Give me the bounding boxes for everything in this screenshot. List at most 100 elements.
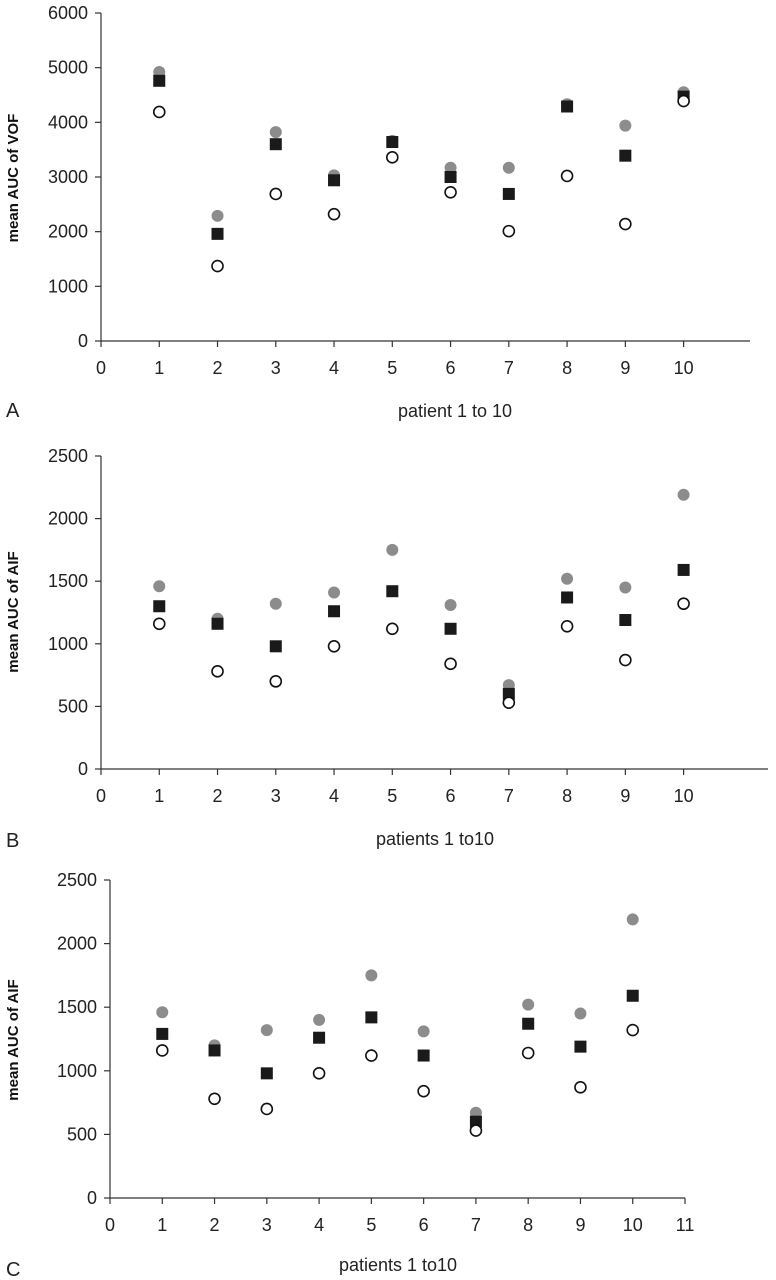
data-point-gray-circle (365, 969, 378, 982)
panel-b-y-tick-label: 2500 (48, 446, 88, 466)
panel-a-y-tick-label: 1000 (48, 276, 88, 296)
panel-c-x-tick-label: 6 (419, 1215, 429, 1235)
panel-a-y-tick-label: 5000 (48, 58, 88, 78)
data-point-gray-circle (386, 543, 399, 556)
data-point-open-circle (260, 1102, 274, 1116)
panel-a-x-tick-label: 0 (96, 358, 106, 378)
panel-b-x-tick-label: 7 (504, 786, 514, 806)
panel-c-x-tick-label: 9 (575, 1215, 585, 1235)
panel-a-x-tick-label: 10 (674, 358, 694, 378)
data-point-open-circle (502, 224, 516, 238)
panel-a: A patient 1 to 10 mean AUC of VOF (5, 114, 512, 422)
data-point-square (365, 1011, 378, 1024)
data-point-open-circle (444, 186, 457, 199)
data-point-open-circle (677, 597, 690, 611)
data-point-gray-circle (269, 597, 282, 610)
data-point-square (269, 640, 282, 653)
data-point-square (619, 614, 632, 627)
data-point-gray-circle (444, 161, 457, 174)
data-point-square (156, 1027, 169, 1040)
data-point-square (269, 138, 282, 151)
panel-a-x-tick-label: 8 (562, 358, 572, 378)
panel-c-x-tick-label: 7 (471, 1215, 481, 1235)
panel-c-x-tick-label: 8 (523, 1215, 533, 1235)
data-point-open-circle (386, 151, 399, 164)
data-point-square (574, 1040, 587, 1053)
panel-c-y-tick-label: 2000 (57, 934, 97, 954)
data-point-square (444, 622, 457, 635)
panel-a-x-tick-label: 1 (154, 358, 164, 378)
panel-b-x-tick-label: 5 (387, 786, 397, 806)
data-point-open-circle (327, 640, 341, 653)
data-point-gray-circle (269, 126, 282, 139)
panel-a-y-tick-label: 6000 (48, 3, 88, 23)
data-point-square (444, 171, 457, 183)
panel-a-x-axis-title: patient 1 to 10 (398, 401, 512, 421)
data-point-square (386, 136, 399, 149)
data-point-gray-circle (677, 488, 690, 501)
data-point-square (417, 1049, 430, 1062)
data-point-open-circle (677, 94, 690, 108)
data-point-square (619, 149, 632, 162)
panel-b-y-tick-label: 500 (58, 696, 88, 716)
data-point-open-circle (269, 675, 283, 688)
data-point-open-circle (208, 1092, 221, 1106)
data-point-open-circle (269, 187, 283, 201)
panel-a-x-tick-label: 5 (387, 358, 397, 378)
panel-b-label: B (6, 830, 19, 852)
data-point-square (561, 100, 574, 113)
data-point-square (386, 585, 399, 598)
panel-b-x-tick-label: 6 (446, 786, 456, 806)
panel-c-y-tick-label: 500 (67, 1124, 97, 1144)
panel-b-x-tick-label: 3 (271, 786, 281, 806)
panel-c: C patients 1 to10 mean AUC of AIF (5, 979, 457, 1280)
panel-b-x-tick-label: 2 (213, 786, 223, 806)
panel-c-x-tick-label: 4 (314, 1215, 324, 1235)
panel-c-x-axis-title: patients 1 to10 (339, 1255, 457, 1275)
data-point-gray-circle (502, 161, 515, 174)
data-point-square (502, 687, 515, 700)
panel-c-y-tick-label: 1500 (57, 997, 97, 1017)
data-point-open-circle (619, 653, 632, 667)
panel-b-plot: 0 500 1000 1500 2000 2500 0 1 2 3 4 5 6 7 8 9 10 (48, 446, 768, 806)
panel-b-x-tick-label: 10 (674, 786, 694, 806)
data-point-open-circle (152, 617, 166, 631)
panel-a-y-axis-title: mean AUC of VOF (5, 114, 22, 243)
panel-b-x-tick-label: 1 (154, 786, 164, 806)
panel-c-x-tick-label: 1 (157, 1215, 167, 1235)
data-point-square (328, 605, 341, 618)
panel-c-y-tick-label: 0 (87, 1188, 97, 1208)
panel-b: B patients 1 to10 mean AUC of AIF (5, 551, 494, 852)
panel-c-x-tick-label: 10 (623, 1215, 643, 1235)
data-point-square (211, 617, 224, 630)
data-point-open-circle (211, 665, 224, 678)
data-point-open-circle (444, 657, 457, 671)
data-point-open-circle (626, 1023, 640, 1037)
data-point-gray-circle (444, 598, 457, 611)
panel-a-y-tick-label: 0 (78, 331, 88, 351)
panel-a-label: A (6, 400, 20, 422)
panel-c-x-tick-label: 11 (676, 1215, 695, 1235)
data-point-square (260, 1067, 273, 1080)
data-point-gray-circle (619, 581, 632, 594)
panel-b-y-tick-label: 0 (78, 759, 88, 779)
data-point-gray-circle (522, 998, 535, 1011)
data-point-square (211, 227, 224, 240)
panel-a-plot: 0 1000 2000 3000 4000 5000 6000 0 1 2 3 4 5 6 7 8 9 10 (48, 3, 750, 378)
data-point-gray-circle (561, 572, 574, 585)
data-point-open-circle (155, 1044, 169, 1057)
panel-b-y-axis-title: mean AUC of AIF (5, 551, 22, 672)
data-point-square (208, 1044, 221, 1057)
data-point-square (313, 1031, 326, 1044)
data-point-gray-circle (313, 1013, 326, 1026)
data-point-square (626, 989, 639, 1002)
data-point-open-circle (417, 1084, 430, 1098)
data-point-open-circle (211, 259, 224, 273)
panel-c-x-tick-label: 3 (262, 1215, 272, 1235)
panel-a-x-tick-label: 2 (213, 358, 223, 378)
panel-c-y-tick-label: 2500 (57, 870, 97, 890)
data-point-gray-circle (211, 209, 224, 222)
data-point-square (153, 74, 166, 87)
data-point-gray-circle (417, 1025, 430, 1038)
panel-a-x-tick-label: 9 (620, 358, 630, 378)
